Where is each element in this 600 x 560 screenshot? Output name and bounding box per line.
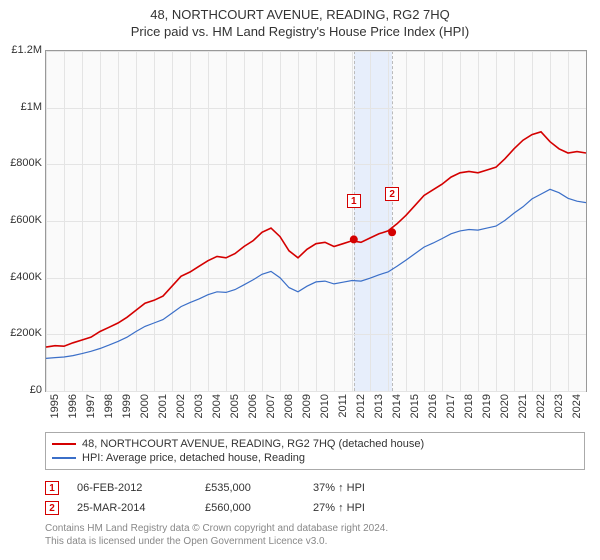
x-axis-tick-label: 2016 — [427, 394, 439, 418]
x-axis-tick-label: 2008 — [283, 394, 295, 418]
x-axis-tick-label: 2003 — [193, 394, 205, 418]
x-axis-tick-label: 2009 — [301, 394, 313, 418]
legend-item: 48, NORTHCOURT AVENUE, READING, RG2 7HQ … — [52, 437, 578, 451]
x-axis-tick-label: 1996 — [67, 394, 79, 418]
x-axis-tick-label: 1997 — [85, 394, 97, 418]
x-axis-tick-label: 2002 — [175, 394, 187, 418]
sales-row: 1 06-FEB-2012 £535,000 37% ↑ HPI — [45, 478, 585, 498]
chart-legend: 48, NORTHCOURT AVENUE, READING, RG2 7HQ … — [45, 432, 585, 470]
x-axis-tick-label: 2021 — [517, 394, 529, 418]
sales-row-price: £560,000 — [205, 502, 295, 514]
y-axis-tick-label: £600K — [10, 214, 42, 226]
sale-marker-dot — [350, 235, 358, 243]
legend-label: 48, NORTHCOURT AVENUE, READING, RG2 7HQ … — [82, 438, 424, 450]
gridline-horizontal — [46, 391, 586, 392]
series-line-0 — [46, 132, 586, 347]
x-axis-tick-label: 2007 — [265, 394, 277, 418]
x-axis-tick-label: 2011 — [337, 394, 349, 418]
y-axis-tick-label: £200K — [10, 327, 42, 339]
y-axis-tick-label: £400K — [10, 271, 42, 283]
x-axis-tick-label: 2019 — [481, 394, 493, 418]
chart-title: 48, NORTHCOURT AVENUE, READING, RG2 7HQ — [0, 0, 600, 24]
sale-marker-dot — [388, 228, 396, 236]
x-axis-tick-label: 2018 — [463, 394, 475, 418]
sale-marker-label: 1 — [347, 194, 361, 208]
y-axis-tick-label: £1.2M — [11, 44, 42, 56]
sales-row-hpi: 27% ↑ HPI — [313, 502, 433, 514]
chart-svg — [46, 51, 586, 391]
x-axis-tick-label: 2006 — [247, 394, 259, 418]
sales-row-date: 06-FEB-2012 — [77, 482, 187, 494]
x-axis-tick-label: 2012 — [355, 394, 367, 418]
x-axis-tick-label: 2015 — [409, 394, 421, 418]
x-axis-tick-label: 2010 — [319, 394, 331, 418]
series-line-1 — [46, 189, 586, 358]
sales-row-price: £535,000 — [205, 482, 295, 494]
x-axis-tick-label: 2004 — [211, 394, 223, 418]
x-axis-tick-label: 2023 — [553, 394, 565, 418]
legend-swatch — [52, 457, 76, 459]
y-axis-tick-label: £800K — [10, 157, 42, 169]
x-axis-tick-label: 2022 — [535, 394, 547, 418]
sales-row: 2 25-MAR-2014 £560,000 27% ↑ HPI — [45, 498, 585, 518]
x-axis-tick-label: 1998 — [103, 394, 115, 418]
footer-line-1: Contains HM Land Registry data © Crown c… — [45, 522, 585, 535]
x-axis-tick-label: 2005 — [229, 394, 241, 418]
x-axis-tick-label: 2001 — [157, 394, 169, 418]
footer-line-2: This data is licensed under the Open Gov… — [45, 535, 585, 548]
sale-marker-label: 2 — [385, 187, 399, 201]
y-axis-tick-label: £1M — [21, 101, 42, 113]
x-axis-tick-label: 2017 — [445, 394, 457, 418]
x-axis-tick-label: 2013 — [373, 394, 385, 418]
x-axis-tick-label: 2024 — [571, 394, 583, 418]
x-axis-tick-label: 2020 — [499, 394, 511, 418]
y-axis-tick-label: £0 — [30, 384, 42, 396]
legend-item: HPI: Average price, detached house, Read… — [52, 451, 578, 465]
sales-row-marker: 2 — [45, 501, 59, 515]
chart-subtitle: Price paid vs. HM Land Registry's House … — [0, 24, 600, 43]
sales-row-hpi: 37% ↑ HPI — [313, 482, 433, 494]
x-axis-tick-label: 1999 — [121, 394, 133, 418]
chart-footer: Contains HM Land Registry data © Crown c… — [45, 522, 585, 548]
legend-label: HPI: Average price, detached house, Read… — [82, 452, 305, 464]
x-axis-tick-label: 1995 — [49, 394, 61, 418]
chart-plot-area: 12 — [45, 50, 587, 392]
sales-table: 1 06-FEB-2012 £535,000 37% ↑ HPI 2 25-MAR-201… — [45, 478, 585, 518]
x-axis-tick-label: 2000 — [139, 394, 151, 418]
sales-row-date: 25-MAR-2014 — [77, 502, 187, 514]
legend-swatch — [52, 443, 76, 445]
sales-row-marker: 1 — [45, 481, 59, 495]
x-axis-tick-label: 2014 — [391, 394, 403, 418]
